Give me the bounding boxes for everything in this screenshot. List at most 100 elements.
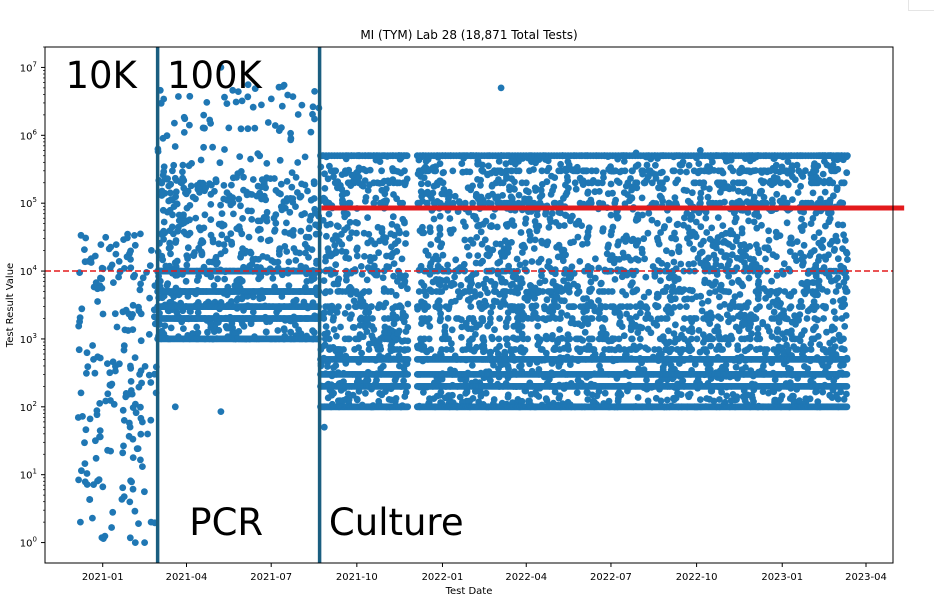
data-point bbox=[393, 223, 401, 231]
data-point bbox=[420, 229, 428, 237]
data-point bbox=[254, 217, 262, 225]
data-point bbox=[423, 189, 431, 197]
data-point bbox=[91, 369, 99, 377]
data-point bbox=[371, 240, 379, 248]
data-point bbox=[192, 214, 200, 222]
data-point bbox=[277, 203, 285, 211]
data-point bbox=[556, 326, 563, 333]
data-point bbox=[116, 360, 123, 368]
data-point bbox=[642, 344, 649, 352]
data-point bbox=[259, 294, 267, 302]
data-point bbox=[127, 247, 134, 255]
data-point bbox=[119, 308, 127, 316]
data-point bbox=[301, 153, 309, 161]
data-point bbox=[648, 216, 656, 224]
data-point bbox=[579, 337, 587, 344]
data-point bbox=[147, 379, 155, 386]
data-point bbox=[829, 298, 837, 305]
data-point bbox=[321, 309, 328, 317]
data-point bbox=[804, 287, 812, 294]
data-point bbox=[781, 288, 789, 295]
data-point bbox=[494, 259, 502, 267]
data-point bbox=[566, 335, 574, 343]
data-point bbox=[504, 309, 512, 316]
data-point bbox=[129, 404, 137, 411]
data-point bbox=[358, 271, 366, 278]
data-point bbox=[96, 354, 104, 362]
data-point bbox=[180, 113, 188, 121]
data-point bbox=[714, 313, 722, 320]
data-point bbox=[414, 342, 421, 350]
data-point bbox=[208, 181, 215, 189]
data-point bbox=[535, 258, 543, 266]
data-point bbox=[90, 481, 97, 488]
data-point bbox=[175, 223, 182, 231]
data-point bbox=[194, 309, 202, 316]
data-point bbox=[272, 219, 280, 227]
data-point bbox=[648, 179, 656, 187]
data-point bbox=[129, 311, 137, 318]
data-point bbox=[282, 198, 290, 205]
data-point bbox=[378, 186, 386, 194]
data-point bbox=[479, 257, 486, 265]
data-point bbox=[305, 254, 312, 261]
data-point bbox=[786, 248, 794, 256]
data-point bbox=[634, 211, 642, 219]
data-point bbox=[489, 181, 496, 189]
data-point bbox=[180, 228, 188, 236]
data-point bbox=[249, 103, 257, 111]
data-point bbox=[233, 174, 241, 181]
data-point bbox=[437, 349, 444, 357]
data-point bbox=[206, 116, 214, 124]
data-point bbox=[468, 362, 476, 369]
data-point bbox=[681, 214, 688, 222]
data-point bbox=[364, 187, 372, 194]
data-point bbox=[592, 255, 599, 263]
data-point bbox=[305, 233, 313, 241]
data-point bbox=[193, 323, 201, 331]
data-point bbox=[163, 282, 171, 289]
data-point bbox=[404, 300, 412, 308]
data-point bbox=[129, 485, 137, 493]
data-point bbox=[330, 326, 338, 333]
data-point bbox=[81, 460, 89, 467]
data-point bbox=[513, 255, 521, 263]
data-point bbox=[583, 234, 591, 242]
band-point bbox=[404, 383, 412, 390]
data-point bbox=[164, 175, 172, 183]
data-point bbox=[459, 346, 467, 354]
data-point bbox=[458, 334, 465, 341]
data-point bbox=[243, 191, 251, 199]
data-point bbox=[515, 191, 523, 199]
data-point bbox=[200, 143, 208, 151]
data-point bbox=[654, 303, 662, 310]
data-point bbox=[365, 346, 373, 353]
data-point bbox=[596, 309, 603, 317]
data-point bbox=[147, 416, 155, 424]
data-point bbox=[166, 206, 174, 214]
data-point bbox=[75, 476, 82, 484]
band-point bbox=[404, 356, 412, 363]
data-point bbox=[286, 208, 294, 216]
data-point bbox=[113, 323, 121, 331]
data-point bbox=[333, 222, 341, 230]
data-point bbox=[163, 132, 171, 140]
data-point bbox=[220, 241, 228, 249]
data-point bbox=[234, 88, 242, 95]
data-point bbox=[485, 162, 492, 170]
data-point bbox=[179, 168, 186, 176]
data-point bbox=[287, 129, 294, 137]
data-point bbox=[320, 277, 328, 284]
data-point bbox=[91, 252, 99, 260]
data-point bbox=[126, 498, 134, 506]
data-point bbox=[248, 207, 255, 215]
data-point bbox=[738, 335, 745, 343]
data-point bbox=[567, 217, 574, 225]
data-point bbox=[830, 308, 838, 316]
data-point bbox=[437, 388, 445, 396]
data-point bbox=[137, 414, 145, 422]
data-point bbox=[694, 254, 702, 262]
data-point bbox=[843, 249, 851, 257]
data-point bbox=[379, 362, 387, 370]
data-point bbox=[589, 177, 597, 184]
